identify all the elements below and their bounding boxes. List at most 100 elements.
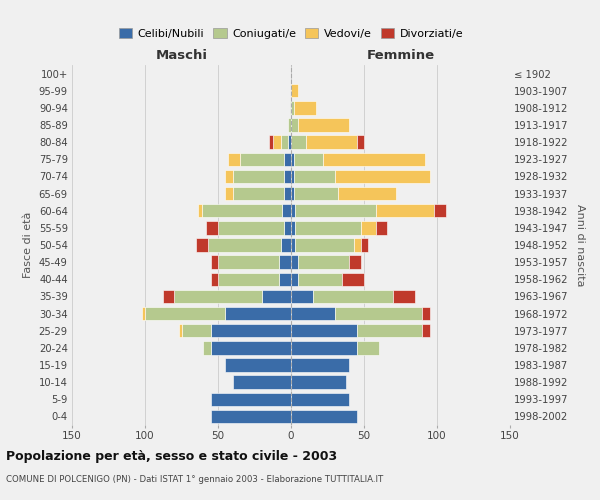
Bar: [323, 152, 425, 166]
Bar: [281, 136, 288, 149]
Bar: [294, 187, 338, 200]
Bar: [280, 256, 291, 269]
Bar: [291, 410, 356, 423]
Bar: [284, 152, 291, 166]
Bar: [313, 290, 393, 303]
Bar: [226, 170, 233, 183]
Bar: [354, 238, 361, 252]
Bar: [269, 136, 274, 149]
Bar: [291, 221, 295, 234]
Bar: [203, 341, 211, 354]
Bar: [202, 204, 282, 218]
Bar: [361, 238, 368, 252]
Bar: [291, 136, 305, 149]
Bar: [211, 272, 218, 286]
Bar: [179, 324, 182, 338]
Bar: [349, 256, 361, 269]
Bar: [206, 221, 218, 234]
Bar: [376, 204, 434, 218]
Bar: [291, 358, 349, 372]
Bar: [196, 238, 208, 252]
Bar: [342, 272, 364, 286]
Bar: [295, 221, 361, 234]
Bar: [288, 136, 291, 149]
Bar: [145, 307, 226, 320]
Bar: [291, 170, 294, 183]
Bar: [280, 272, 291, 286]
Bar: [233, 376, 291, 389]
Bar: [294, 101, 316, 114]
Bar: [335, 307, 422, 320]
Bar: [290, 101, 291, 114]
Text: Popolazione per età, sesso e stato civile - 2003: Popolazione per età, sesso e stato civil…: [6, 450, 337, 463]
Bar: [228, 152, 240, 166]
Bar: [281, 238, 291, 252]
Bar: [335, 170, 430, 183]
Bar: [291, 152, 294, 166]
Bar: [240, 152, 284, 166]
Bar: [434, 204, 446, 218]
Bar: [305, 136, 357, 149]
Bar: [226, 307, 291, 320]
Bar: [295, 238, 354, 252]
Bar: [291, 307, 335, 320]
Bar: [422, 307, 430, 320]
Bar: [262, 290, 291, 303]
Bar: [284, 221, 291, 234]
Bar: [356, 341, 379, 354]
Bar: [294, 152, 323, 166]
Bar: [298, 118, 349, 132]
Bar: [274, 136, 281, 149]
Bar: [211, 341, 291, 354]
Bar: [226, 187, 233, 200]
Bar: [174, 290, 262, 303]
Bar: [298, 256, 349, 269]
Bar: [182, 324, 211, 338]
Bar: [291, 376, 346, 389]
Bar: [211, 256, 218, 269]
Bar: [218, 221, 284, 234]
Bar: [291, 101, 294, 114]
Y-axis label: Fasce di età: Fasce di età: [23, 212, 33, 278]
Bar: [211, 392, 291, 406]
Text: COMUNE DI POLCENIGO (PN) - Dati ISTAT 1° gennaio 2003 - Elaborazione TUTTITALIA.: COMUNE DI POLCENIGO (PN) - Dati ISTAT 1°…: [6, 475, 383, 484]
Bar: [376, 221, 388, 234]
Bar: [218, 272, 280, 286]
Bar: [233, 170, 284, 183]
Bar: [291, 187, 294, 200]
Bar: [291, 204, 295, 218]
Y-axis label: Anni di nascita: Anni di nascita: [575, 204, 586, 286]
Text: Femmine: Femmine: [367, 48, 434, 62]
Bar: [356, 324, 422, 338]
Bar: [163, 290, 174, 303]
Bar: [291, 256, 298, 269]
Bar: [218, 256, 280, 269]
Bar: [356, 136, 364, 149]
Bar: [291, 272, 298, 286]
Bar: [284, 187, 291, 200]
Bar: [298, 272, 342, 286]
Bar: [291, 341, 356, 354]
Bar: [291, 118, 298, 132]
Bar: [208, 238, 281, 252]
Bar: [294, 170, 335, 183]
Bar: [338, 187, 396, 200]
Bar: [291, 324, 356, 338]
Bar: [291, 238, 295, 252]
Bar: [422, 324, 430, 338]
Bar: [284, 170, 291, 183]
Bar: [142, 307, 145, 320]
Bar: [393, 290, 415, 303]
Bar: [211, 410, 291, 423]
Text: Maschi: Maschi: [155, 48, 208, 62]
Bar: [226, 358, 291, 372]
Bar: [291, 392, 349, 406]
Bar: [288, 118, 291, 132]
Bar: [291, 84, 298, 98]
Bar: [211, 324, 291, 338]
Bar: [295, 204, 376, 218]
Bar: [361, 221, 376, 234]
Bar: [233, 187, 284, 200]
Bar: [282, 204, 291, 218]
Bar: [291, 290, 313, 303]
